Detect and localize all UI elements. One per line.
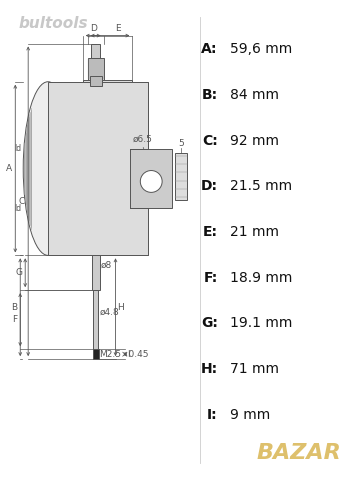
Text: 18.9 mm: 18.9 mm (230, 271, 292, 285)
Bar (88, 59, 104, 80)
Bar (92, 255, 100, 290)
Circle shape (140, 170, 162, 192)
Text: F:: F: (203, 271, 218, 285)
Text: D:: D: (201, 180, 218, 193)
Bar (83, 80, 132, 82)
Text: C: C (19, 197, 25, 206)
Text: C:: C: (202, 134, 218, 148)
Text: I: I (127, 349, 130, 359)
Bar (175, 153, 187, 200)
Bar (93, 290, 98, 349)
Bar (90, 76, 102, 86)
Text: F: F (12, 315, 17, 324)
Text: A: A (6, 164, 12, 173)
Text: A:: A: (201, 43, 218, 57)
Text: M2.5×0.45: M2.5×0.45 (100, 350, 149, 359)
Text: bultools: bultools (18, 16, 88, 31)
Bar (93, 349, 99, 359)
Text: ø4.8: ø4.8 (100, 308, 120, 317)
Text: E: E (115, 24, 120, 33)
Text: ld: ld (14, 144, 21, 153)
Text: H:: H: (201, 362, 218, 376)
Text: 21 mm: 21 mm (230, 225, 279, 239)
Text: 5: 5 (178, 139, 184, 148)
Text: G:: G: (201, 316, 218, 330)
Text: I:: I: (207, 408, 218, 421)
Text: B: B (11, 303, 17, 312)
Text: BAZAR: BAZAR (257, 444, 341, 463)
Bar (91, 44, 100, 59)
Text: 84 mm: 84 mm (230, 88, 279, 102)
Text: 59,6 mm: 59,6 mm (230, 43, 292, 57)
Text: 19.1 mm: 19.1 mm (230, 316, 292, 330)
Text: H: H (117, 303, 124, 312)
Text: ld: ld (14, 204, 21, 213)
Text: 9 mm: 9 mm (230, 408, 270, 421)
Text: 21.5 mm: 21.5 mm (230, 180, 292, 193)
Ellipse shape (23, 82, 73, 255)
Text: G: G (15, 268, 22, 277)
Text: ø6.5: ø6.5 (132, 135, 152, 144)
Text: E:: E: (203, 225, 218, 239)
Text: ø8: ø8 (100, 260, 112, 269)
Bar (48, 82, 148, 255)
Bar (130, 149, 172, 208)
Text: 71 mm: 71 mm (230, 362, 279, 376)
Text: D: D (90, 24, 97, 33)
Text: B:: B: (202, 88, 218, 102)
Text: 92 mm: 92 mm (230, 134, 279, 148)
